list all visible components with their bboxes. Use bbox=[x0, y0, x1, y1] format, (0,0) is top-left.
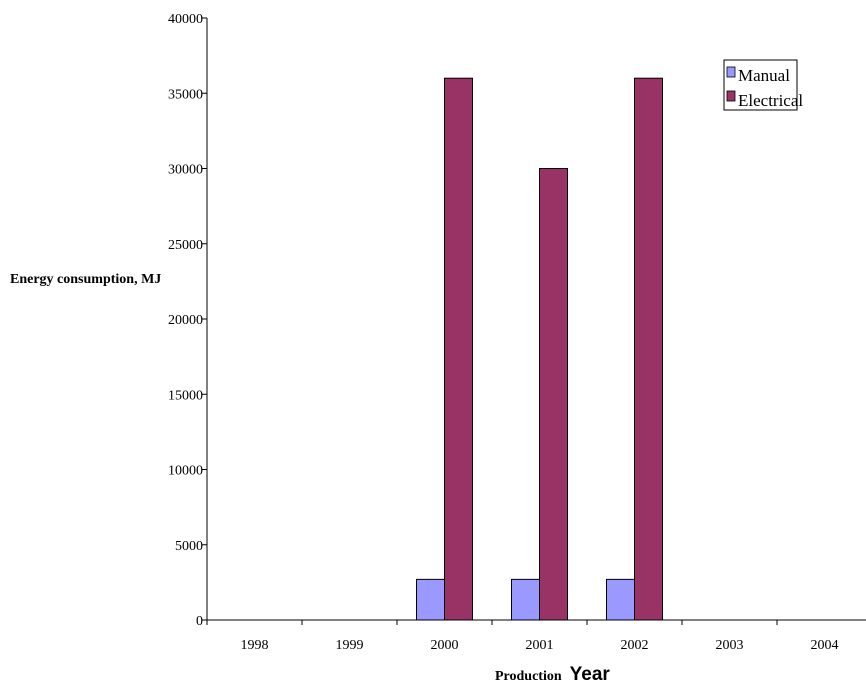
bar-electrical-2000 bbox=[444, 77, 473, 621]
legend-swatch-electrical bbox=[726, 90, 736, 102]
y-tick-label: 0 bbox=[196, 614, 203, 629]
x-axis-label-prefix: Production bbox=[495, 669, 562, 684]
x-axis-label: Production Year bbox=[495, 664, 610, 685]
bar-manual-2001 bbox=[511, 578, 540, 621]
x-axis-label-main: Year bbox=[570, 664, 611, 685]
x-tick-label: 1999 bbox=[336, 638, 364, 653]
y-axis: 0 5000 10000 15000 20000 25000 30000 35000 40000 bbox=[168, 12, 208, 629]
y-tick-label: 35000 bbox=[168, 87, 203, 102]
x-tick-label: 2003 bbox=[716, 638, 744, 653]
y-tick-label: 40000 bbox=[168, 12, 203, 27]
y-tick-label: 20000 bbox=[168, 313, 203, 328]
bar-manual-2002 bbox=[606, 578, 635, 621]
y-tick-label: 30000 bbox=[168, 163, 203, 178]
legend: Manual Electrical bbox=[723, 59, 803, 111]
y-tick-label: 15000 bbox=[168, 388, 203, 403]
bar-electrical-2001 bbox=[539, 168, 568, 621]
x-tick-label: 1998 bbox=[241, 638, 269, 653]
y-tick-label: 25000 bbox=[168, 238, 203, 253]
x-tick-label: 2000 bbox=[431, 638, 459, 653]
bars bbox=[416, 77, 663, 621]
legend-swatch-manual bbox=[726, 66, 736, 78]
y-tick-label: 10000 bbox=[168, 464, 203, 479]
y-tick-label: 5000 bbox=[175, 539, 203, 554]
legend-label-electrical: Electrical bbox=[738, 91, 803, 110]
x-tick-label: 2001 bbox=[526, 638, 554, 653]
x-axis: 1998 1999 2000 2001 2002 2003 2004 bbox=[206, 619, 866, 653]
bar-manual-2000 bbox=[416, 578, 445, 621]
x-tick-label: 2002 bbox=[621, 638, 649, 653]
legend-label-manual: Manual bbox=[738, 66, 790, 85]
y-axis-label: Energy consumption, MJ bbox=[10, 272, 161, 287]
legend-box bbox=[723, 59, 798, 111]
bar-electrical-2002 bbox=[634, 77, 663, 621]
x-tick-label: 2004 bbox=[811, 638, 839, 653]
